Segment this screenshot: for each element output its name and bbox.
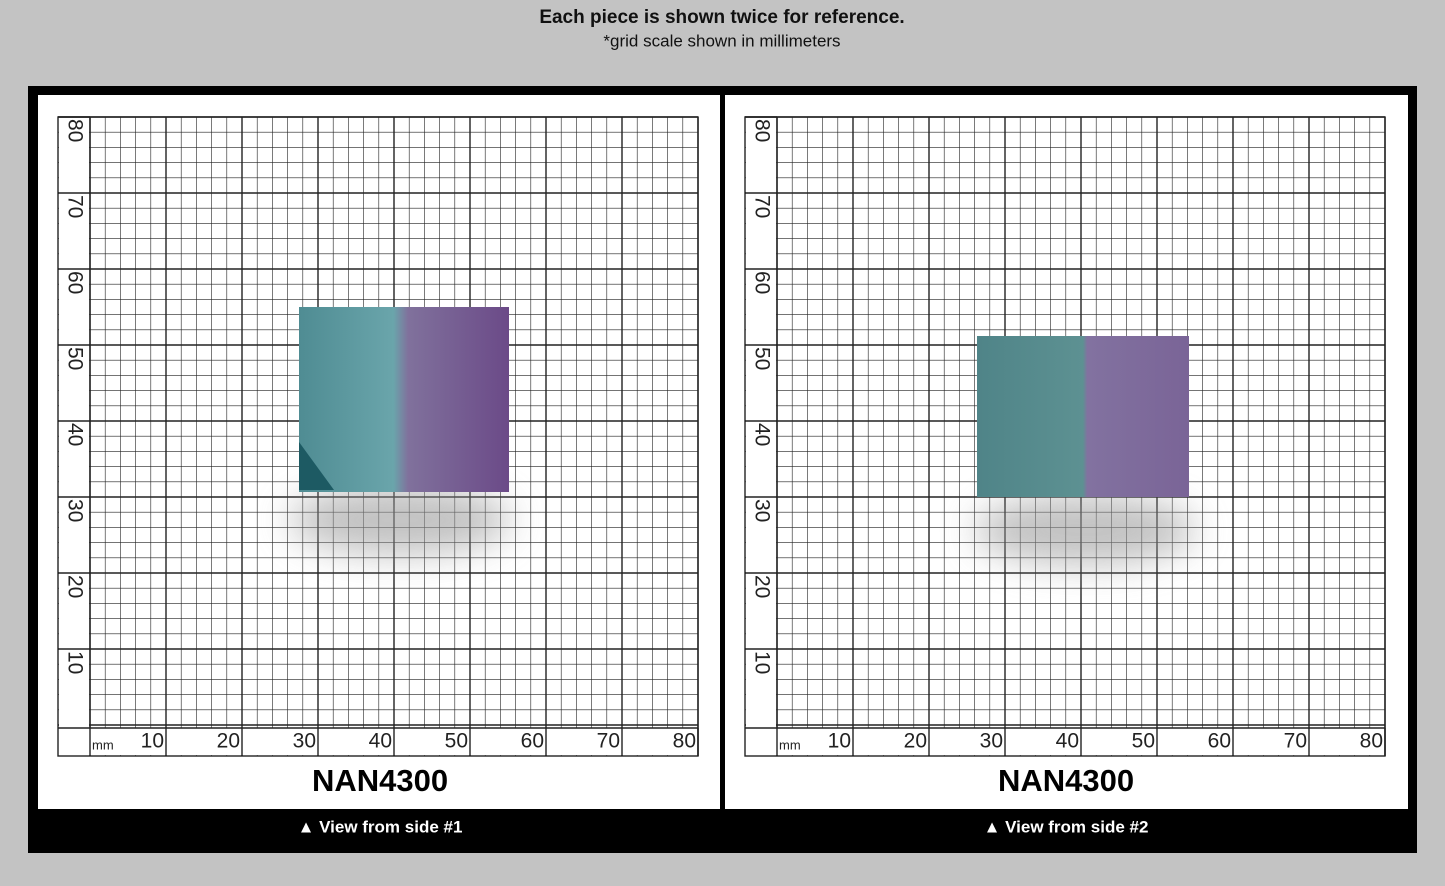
sample-corner [299,442,334,490]
y-scale-label: 20 [750,575,773,598]
title: Each piece is shown twice for reference. [539,7,904,28]
x-scale-label: 70 [597,730,620,753]
caption: NAN4300 [312,763,448,798]
y-scale-label: 60 [750,271,773,294]
x-scale-label: 30 [980,730,1003,753]
y-scale-label: 70 [63,195,86,218]
unit-label: mm [92,737,114,752]
x-scale-label: 80 [1360,730,1383,753]
sample-piece [977,336,1189,497]
grid-border [744,116,1386,757]
x-scale-label: 60 [1208,730,1231,753]
y-scale-label: 10 [750,651,773,674]
x-scale-label: 40 [1056,730,1079,753]
x-scale-label: 50 [445,730,468,753]
x-scale-label: 10 [141,730,164,753]
x-scale-label: 40 [369,730,392,753]
y-scale-label: 40 [750,423,773,446]
x-scale-label: 20 [904,730,927,753]
y-scale-label: 30 [63,499,86,522]
shadow [290,485,510,555]
x-scale-label: 60 [521,730,544,753]
x-scale-label: 80 [673,730,696,753]
y-scale-label: 50 [750,347,773,370]
footer-label: ▲ View from side #2 [984,817,1149,836]
y-scale-label: 30 [750,499,773,522]
sample-piece [299,307,509,492]
x-scale-label: 50 [1132,730,1155,753]
y-scale-label: 50 [63,347,86,370]
caption: NAN4300 [998,763,1134,798]
x-scale-label: 30 [293,730,316,753]
y-scale-label: 60 [63,271,86,294]
y-scale-label: 40 [63,423,86,446]
y-scale-label: 80 [63,119,86,142]
footer-label: ▲ View from side #1 [298,817,463,836]
y-scale-label: 80 [750,119,773,142]
grid-border [57,116,699,757]
y-scale-label: 70 [750,195,773,218]
y-scale-label: 20 [63,575,86,598]
y-scale-label: 10 [63,651,86,674]
shadow [975,495,1195,565]
x-scale-label: 70 [1284,730,1307,753]
x-scale-label: 10 [828,730,851,753]
subtitle: *grid scale shown in millimeters [603,31,840,50]
x-scale-label: 20 [217,730,240,753]
unit-label: mm [779,737,801,752]
